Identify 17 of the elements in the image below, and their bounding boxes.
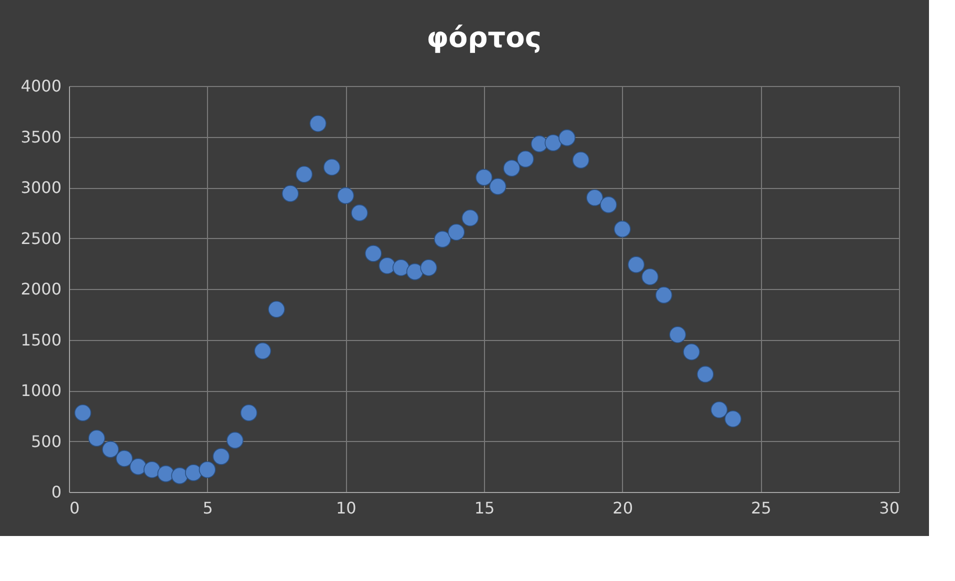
y-tick-label: 3500 — [20, 127, 62, 146]
y-tick-label: 3000 — [20, 178, 62, 197]
x-tick-label: 10 — [336, 498, 356, 518]
x-tick-label: 25 — [750, 498, 772, 518]
x-tick-label: 5 — [202, 498, 213, 518]
y-tick-label: 2000 — [20, 280, 62, 298]
y-tick-label: 4000 — [20, 76, 62, 96]
x-tick-label: 15 — [474, 498, 495, 518]
x-tick-label: 30 — [879, 498, 900, 518]
y-tick-label: 2500 — [20, 228, 62, 248]
y-tick-label: 500 — [30, 432, 62, 451]
x-tick-label: 20 — [612, 498, 634, 518]
y-tick-label: 1500 — [20, 330, 62, 350]
x-tick-label: 0 — [70, 498, 80, 518]
chart-title: φόρτος — [426, 21, 542, 54]
y-tick-label: 0 — [51, 482, 62, 502]
y-tick-label: 1000 — [20, 381, 62, 400]
